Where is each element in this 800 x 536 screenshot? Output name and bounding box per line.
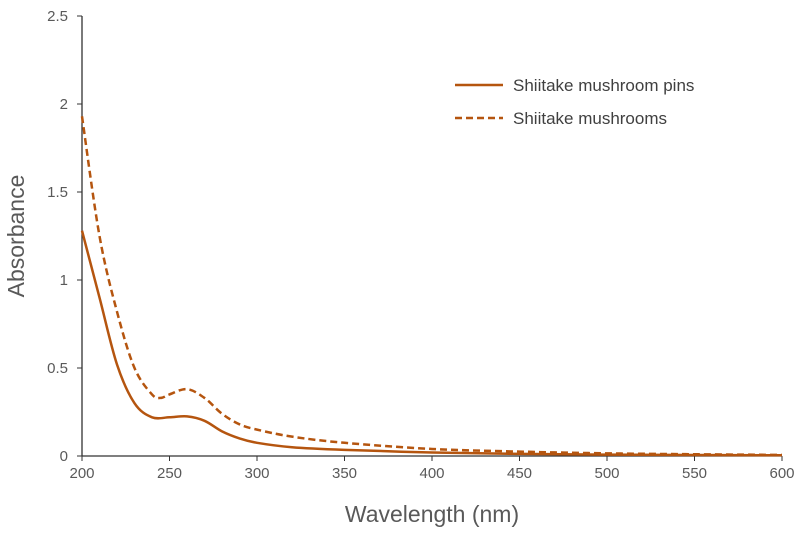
x-axis-label: Wavelength (nm) <box>345 501 519 527</box>
y-tick-label: 0.5 <box>47 360 68 377</box>
legend-label-1: Shiitake mushroom pins <box>513 76 694 95</box>
y-tick-label: 2 <box>60 96 68 113</box>
series-line-2 <box>80 116 783 457</box>
x-tick-label: 200 <box>69 465 94 482</box>
legend: Shiitake mushroom pins Shiitake mushrooms <box>455 76 694 128</box>
y-tick-label: 2.5 <box>47 8 68 25</box>
x-tick-label: 350 <box>332 465 357 482</box>
x-tick-label: 450 <box>507 465 532 482</box>
x-tick-label: 250 <box>157 465 182 482</box>
series-line-1 <box>80 230 783 457</box>
y-tick-label: 1 <box>60 272 68 289</box>
x-tick-label: 600 <box>769 465 794 482</box>
y-tick-label: 1.5 <box>47 184 68 201</box>
y-tick-label: 0 <box>60 448 68 465</box>
x-tick-label: 400 <box>419 465 444 482</box>
x-tick-label: 300 <box>244 465 269 482</box>
x-tick-label: 500 <box>594 465 619 482</box>
y-axis-label: Absorbance <box>3 175 29 298</box>
x-tick-label: 550 <box>682 465 707 482</box>
legend-label-2: Shiitake mushrooms <box>513 109 667 128</box>
